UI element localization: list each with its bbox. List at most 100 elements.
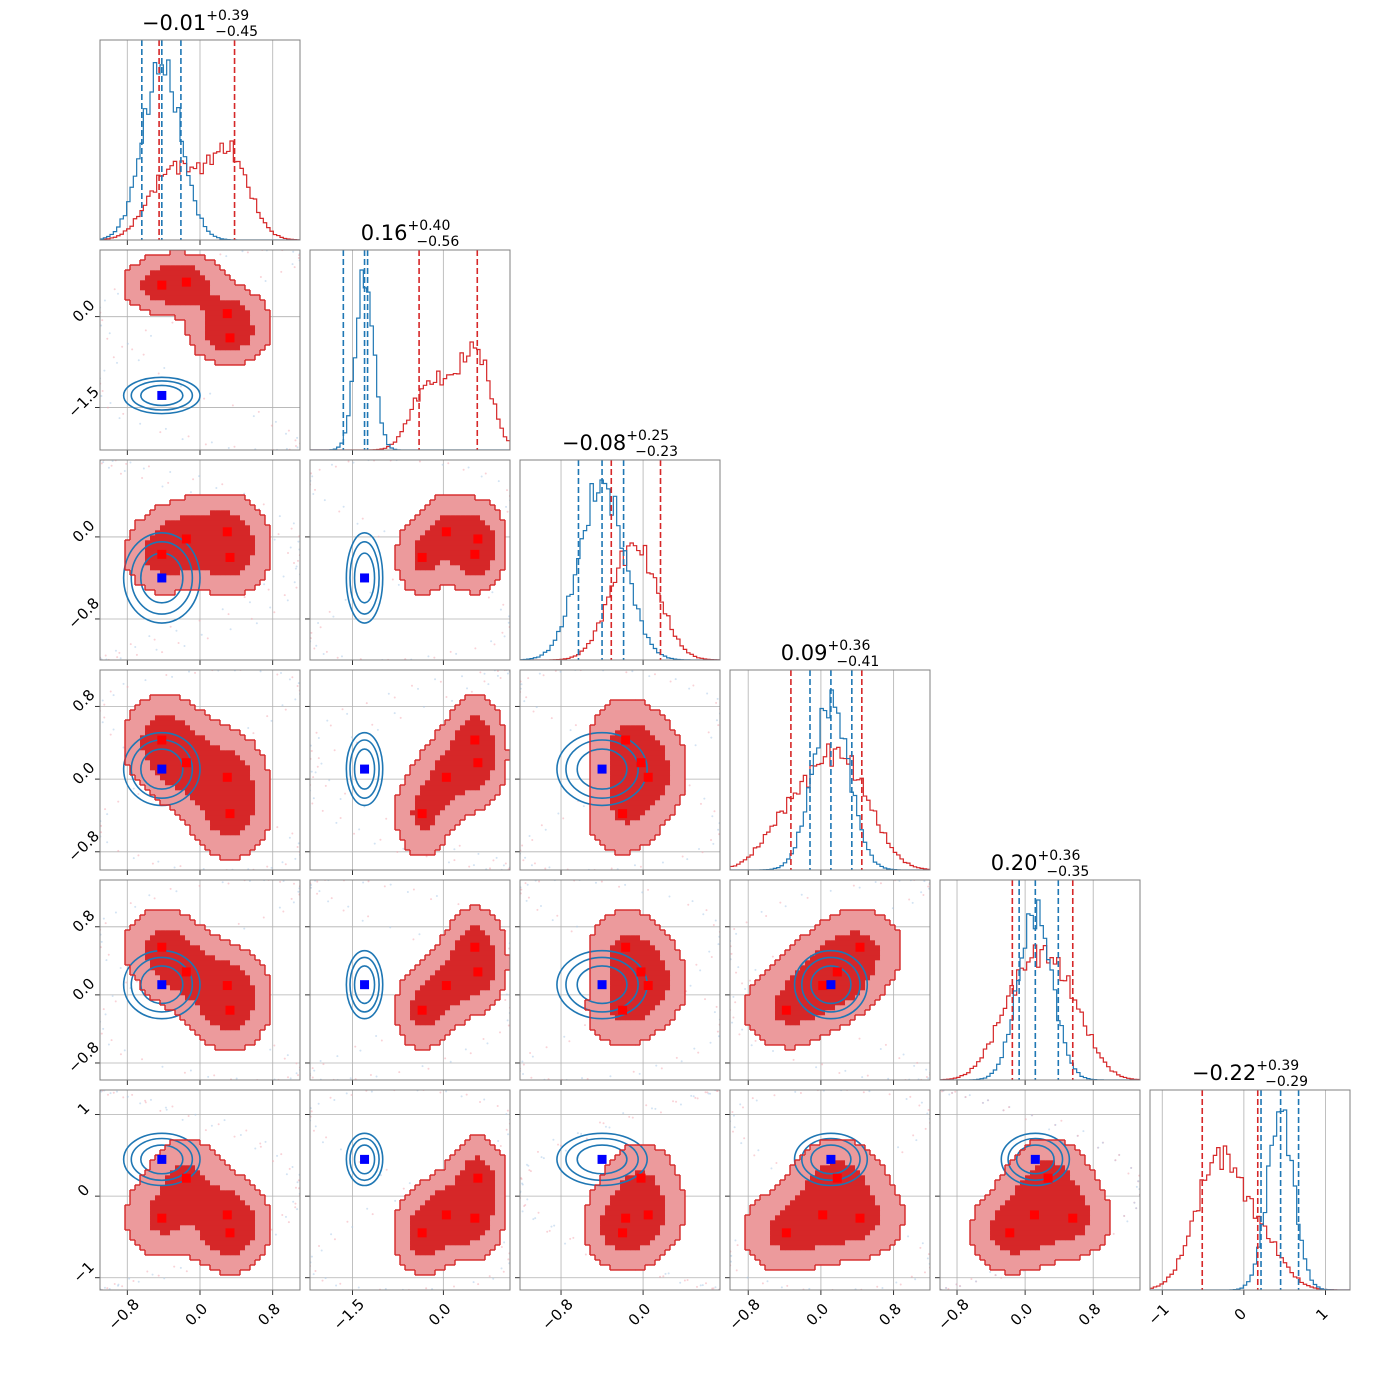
density-cell-a	[230, 285, 236, 291]
density-cell-a	[670, 775, 676, 781]
density-cell-a	[460, 510, 466, 516]
density-cell-a	[165, 515, 171, 521]
sample-point	[310, 770, 313, 773]
density-cell-a	[165, 950, 171, 956]
density-cell-a	[205, 820, 211, 826]
density-cell-a	[175, 280, 181, 286]
density-cell-a	[225, 285, 231, 291]
sample-point	[371, 723, 374, 726]
density-cell-a	[260, 305, 266, 311]
density-cell-a	[170, 730, 176, 736]
density-cell-a	[595, 810, 601, 816]
density-cell-a	[455, 740, 461, 746]
density-cell-a	[195, 835, 201, 841]
density-cell-a	[635, 840, 641, 846]
contour-b	[140, 748, 184, 790]
density-cell-a	[240, 1040, 246, 1046]
density-cell-a	[190, 720, 196, 726]
density-cell-a	[170, 535, 176, 541]
density-cell-a	[475, 715, 481, 721]
sample-point	[135, 980, 138, 983]
sample-point	[322, 652, 325, 655]
density-cell-a	[410, 800, 416, 806]
density-cell-a	[210, 505, 216, 511]
density-cell-a	[195, 320, 201, 326]
density-cell-a	[170, 970, 176, 976]
density-cell-a	[445, 555, 451, 561]
density-cell-a	[615, 790, 621, 796]
density-cell-a	[240, 845, 246, 851]
sample-point	[342, 505, 345, 508]
density-cell-a	[220, 330, 226, 336]
density-cell-a	[175, 985, 181, 991]
panel-frame	[99, 459, 301, 661]
sample-point	[506, 1019, 509, 1022]
density-cell-a	[225, 520, 231, 526]
density-cell-a	[200, 525, 206, 531]
density-cell-a	[250, 980, 256, 986]
sample-point	[123, 1049, 126, 1052]
density-cell-a	[245, 315, 251, 321]
density-cell-a	[220, 830, 226, 836]
density-cell-a	[475, 790, 481, 796]
density-cell-a	[245, 760, 251, 766]
density-cell-a	[200, 270, 206, 276]
density-cell-a	[460, 755, 466, 761]
density-cell-a	[630, 790, 636, 796]
density-cell-a	[195, 495, 201, 501]
density-cell-a	[220, 360, 226, 366]
density-cell-a	[185, 795, 191, 801]
density-cell-a	[485, 765, 491, 771]
sample-point	[522, 859, 525, 862]
density-cell-a	[610, 820, 616, 826]
density-cell-a	[155, 725, 161, 731]
density-cell-a	[125, 560, 131, 566]
density-cell-a	[445, 800, 451, 806]
density-cell-a	[680, 750, 686, 756]
sample-point	[474, 647, 477, 650]
density-cell-a	[245, 1040, 251, 1046]
density-cell-a	[605, 845, 611, 851]
density-cell-a	[435, 515, 441, 521]
density-cell-a	[215, 265, 221, 271]
density-cell-a	[235, 580, 241, 586]
density-cell-a	[465, 575, 471, 581]
density-cell-a	[455, 505, 461, 511]
density-cell-a	[265, 540, 271, 546]
density-cell-a	[455, 565, 461, 571]
density-cell-a	[260, 780, 266, 786]
density-cell-a	[195, 350, 201, 356]
sample-point	[148, 894, 151, 897]
density-cell-a	[395, 805, 401, 811]
density-cell-a	[255, 795, 261, 801]
density-cell-a	[445, 740, 451, 746]
density-cell-a	[140, 540, 146, 546]
density-cell-a	[445, 540, 451, 546]
density-cell-a	[235, 975, 241, 981]
density-cell-a	[430, 805, 436, 811]
density-cell-a	[610, 810, 616, 816]
density-cell-a	[150, 295, 156, 301]
density-cell-a	[255, 750, 261, 756]
density-cell-a	[175, 925, 181, 931]
density-cell-a	[240, 535, 246, 541]
sample-point	[106, 337, 109, 340]
density-cell-a	[165, 995, 171, 1001]
density-cell-a	[485, 705, 491, 711]
density-cell-a	[160, 970, 166, 976]
density-cell-a	[260, 1000, 266, 1006]
sample-point	[296, 436, 299, 439]
sample-point	[112, 728, 115, 731]
density-cell-a	[230, 500, 236, 506]
density-cell-a	[195, 270, 201, 276]
density-cell-a	[210, 525, 216, 531]
density-cell-a	[465, 725, 471, 731]
density-cell-a	[170, 740, 176, 746]
density-cell-a	[630, 755, 636, 761]
density-cell-a	[455, 715, 461, 721]
density-cell-a	[240, 800, 246, 806]
density-cell-a	[150, 910, 156, 916]
density-cell-a	[210, 340, 216, 346]
density-cell-a	[595, 820, 601, 826]
sample-point	[198, 475, 201, 478]
